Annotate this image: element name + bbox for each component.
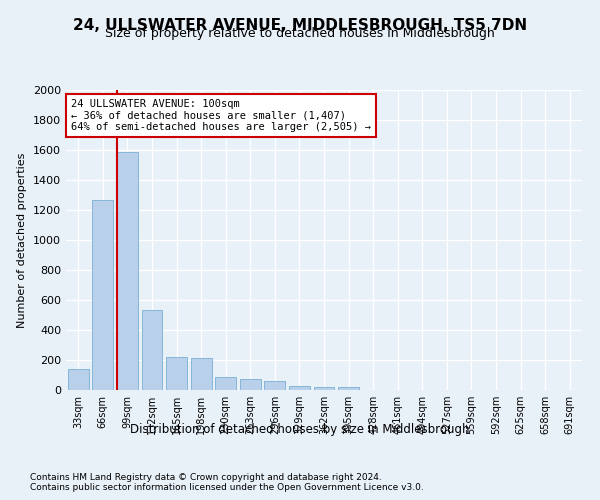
- Bar: [265, 381, 286, 390]
- Text: Distribution of detached houses by size in Middlesbrough: Distribution of detached houses by size …: [130, 422, 470, 436]
- Text: 24, ULLSWATER AVENUE, MIDDLESBROUGH, TS5 7DN: 24, ULLSWATER AVENUE, MIDDLESBROUGH, TS5…: [73, 18, 527, 32]
- Bar: [92, 200, 113, 390]
- Bar: [117, 152, 138, 390]
- Bar: [289, 386, 310, 390]
- Bar: [338, 387, 359, 390]
- Text: 24 ULLSWATER AVENUE: 100sqm
← 36% of detached houses are smaller (1,407)
64% of : 24 ULLSWATER AVENUE: 100sqm ← 36% of det…: [71, 99, 371, 132]
- Text: Contains public sector information licensed under the Open Government Licence v3: Contains public sector information licen…: [30, 482, 424, 492]
- Bar: [191, 358, 212, 390]
- Text: Size of property relative to detached houses in Middlesbrough: Size of property relative to detached ho…: [105, 28, 495, 40]
- Bar: [166, 357, 187, 390]
- Bar: [240, 379, 261, 390]
- Bar: [215, 376, 236, 390]
- Text: Contains HM Land Registry data © Crown copyright and database right 2024.: Contains HM Land Registry data © Crown c…: [30, 472, 382, 482]
- Y-axis label: Number of detached properties: Number of detached properties: [17, 152, 28, 328]
- Bar: [142, 310, 163, 390]
- Bar: [314, 387, 334, 390]
- Bar: [68, 369, 89, 390]
